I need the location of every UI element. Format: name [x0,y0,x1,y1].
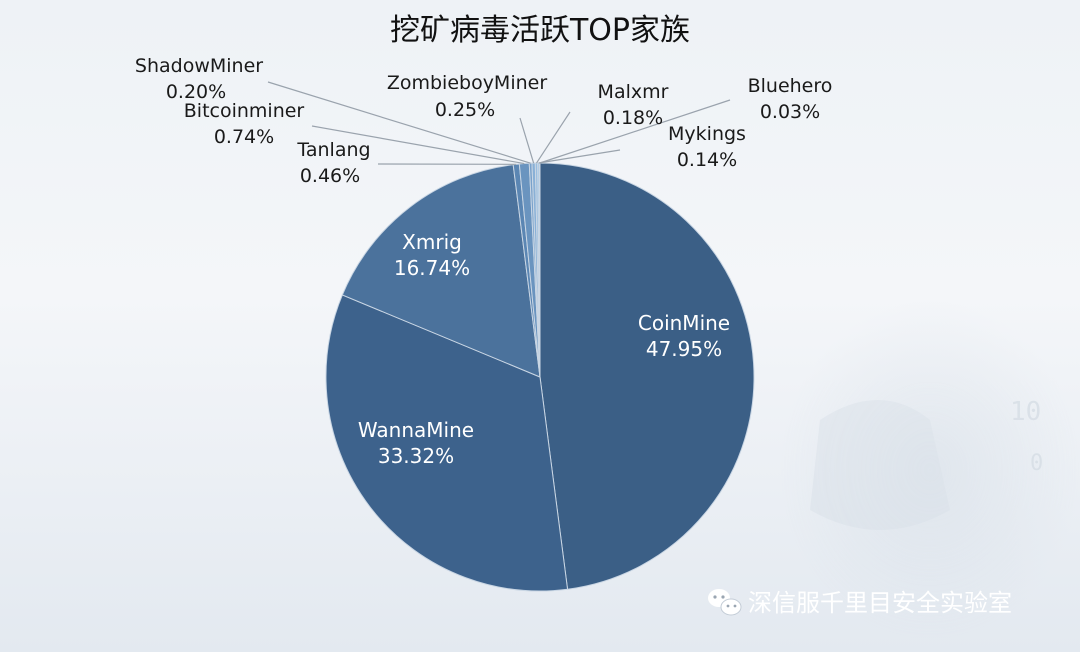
pie-slice-wannamine [325,294,569,592]
watermark-text: 深信服千里目安全实验室 [748,589,1012,617]
slice-label-percent: 0.74% [214,126,274,148]
wechat-icon [708,589,742,616]
leader-line [539,99,731,164]
slice-label-percent: 0.20% [166,81,226,103]
slice-label-percent: 0.03% [760,101,820,123]
leader-line [535,111,571,164]
svg-text:0: 0 [1030,451,1043,476]
slice-label-name: CoinMine [638,311,730,335]
svg-text:10: 10 [1010,397,1041,427]
slice-label-name: Bluehero [748,75,833,97]
slice-label-percent: 0.46% [300,165,360,187]
slice-label-name: ZombieboyMiner [387,72,548,94]
leader-line [538,149,621,164]
watermark: 深信服千里目安全实验室 [708,589,1012,617]
slice-label-name: ShadowMiner [135,55,263,77]
slice-label-name: Tanlang [296,139,370,161]
pie-slice-xmrig [341,164,541,378]
leader-line [311,125,525,165]
slice-label-name: Bitcoinminer [184,100,305,122]
pie-slices [325,162,755,592]
slice-label-percent: 0.25% [435,99,495,121]
slice-label-percent: 47.95% [646,337,722,361]
leader-line [519,117,535,164]
slice-label-percent: 0.18% [603,107,663,129]
chart-title: 挖矿病毒活跃TOP家族 [390,13,690,48]
slice-label-percent: 0.14% [677,149,737,171]
background-lock-graphic: 10 0 [780,300,1080,640]
slice-label-name: Xmrig [402,230,462,254]
slice-label-name: Mykings [668,123,746,145]
pie-slice-coinmine [539,162,755,590]
slice-label-name: WannaMine [358,418,474,442]
slice-label-name: Malxmr [598,81,669,103]
slice-label-percent: 33.32% [378,444,454,468]
slice-label-percent: 16.74% [394,256,470,280]
leader-line [267,81,531,164]
leader-lines [267,81,731,165]
